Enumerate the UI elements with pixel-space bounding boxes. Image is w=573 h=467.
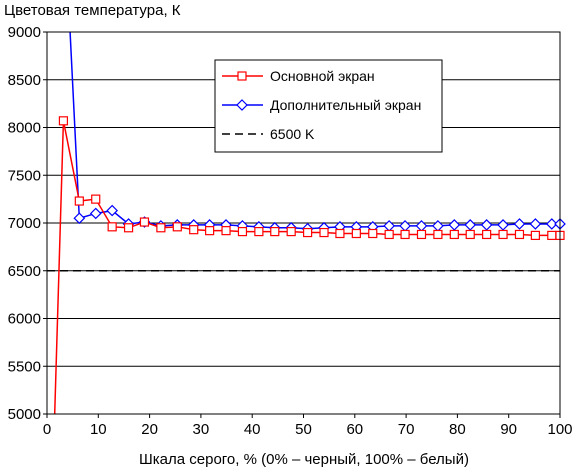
data-point — [464, 219, 477, 231]
data-point — [74, 196, 84, 206]
legend: Основной экран Дополнительный экран 6500 K — [214, 59, 443, 153]
data-point — [73, 212, 86, 225]
y-tick-label: 5000 — [8, 406, 41, 423]
series-0 — [53, 116, 565, 415]
data-point — [156, 223, 166, 233]
x-tick-label: 20 — [141, 421, 158, 438]
data-point — [482, 229, 492, 240]
legend-marker — [237, 71, 247, 81]
data-point — [545, 218, 558, 230]
data-point — [480, 219, 493, 231]
x-tick-label: 50 — [295, 421, 312, 438]
y-tick-label: 6000 — [8, 311, 41, 328]
data-point — [416, 229, 427, 240]
series-line — [53, 120, 560, 415]
data-point — [303, 227, 313, 238]
data-point — [123, 223, 134, 233]
y-tick-label: 5500 — [8, 358, 41, 375]
data-point — [106, 204, 118, 217]
data-point — [399, 220, 411, 232]
x-tick-label: 90 — [500, 421, 517, 438]
data-point — [498, 229, 508, 240]
y-tick-label: 7000 — [8, 215, 41, 232]
data-point — [254, 226, 264, 237]
data-point — [449, 229, 459, 240]
data-point — [58, 116, 69, 126]
x-axis-title: Шкала серого, % (0% – черный, 100% – бел… — [139, 451, 469, 467]
x-tick-label: 60 — [346, 421, 363, 438]
data-point — [400, 229, 410, 240]
data-point — [530, 230, 540, 241]
legend-label: Основной экран — [270, 68, 375, 84]
data-point — [91, 194, 101, 204]
data-point — [383, 220, 396, 232]
data-point — [514, 229, 525, 240]
data-point — [172, 222, 182, 232]
data-point — [270, 226, 280, 237]
data-point — [432, 220, 444, 232]
data-point — [139, 217, 150, 227]
legend-label: 6500 K — [270, 126, 315, 142]
data-point — [319, 227, 329, 238]
data-point — [205, 226, 215, 236]
data-point — [384, 229, 394, 240]
data-point — [286, 226, 296, 237]
data-point — [448, 219, 461, 231]
data-point — [547, 230, 557, 241]
data-point — [529, 218, 542, 230]
data-point — [237, 226, 248, 237]
y-tick-label: 8000 — [8, 120, 41, 137]
data-point — [497, 219, 509, 231]
data-point — [513, 218, 526, 230]
axis-ticks: 5000 5500 6000 6500 7000 7500 8000 8500 9000 0 10 2… — [8, 24, 573, 438]
plot-frame — [46, 31, 561, 415]
x-tick-label: 70 — [398, 421, 415, 438]
data-point — [368, 228, 378, 239]
y-tick-label: 7500 — [8, 167, 41, 184]
data-point — [415, 220, 428, 232]
x-tick-label: 80 — [449, 421, 466, 438]
series-layer — [47, 31, 566, 415]
legend-label: Дополнительный экран — [270, 97, 421, 113]
data-point — [89, 207, 102, 220]
data-point — [335, 228, 345, 239]
data-point — [465, 229, 475, 240]
y-tick-label: 9000 — [8, 24, 41, 41]
x-tick-label: 100 — [547, 421, 572, 438]
x-tick-label: 10 — [90, 421, 107, 438]
data-point — [189, 225, 199, 235]
data-point — [433, 229, 443, 240]
y-tick-label: 6500 — [8, 263, 41, 280]
y-axis-title: Цветовая температура, К — [4, 2, 181, 19]
data-point — [107, 222, 117, 232]
x-tick-label: 30 — [193, 421, 210, 438]
legend-marker — [236, 99, 248, 111]
x-tick-label: 40 — [244, 421, 261, 438]
data-point — [221, 226, 231, 236]
x-tick-label: 0 — [43, 421, 51, 438]
data-point — [351, 228, 361, 239]
y-tick-label: 8500 — [8, 72, 41, 89]
